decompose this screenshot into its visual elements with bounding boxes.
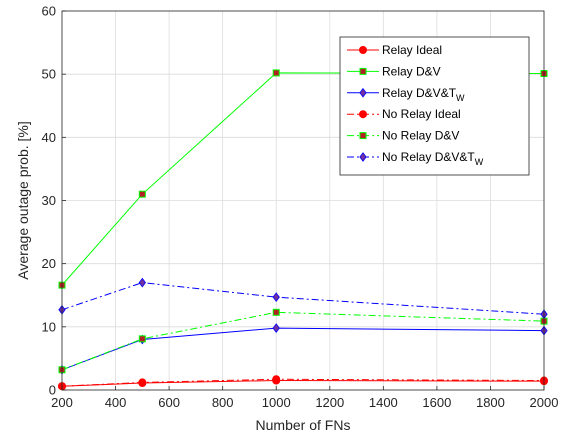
legend-box [339,36,530,176]
legend-label: No Relay D&V [382,129,459,143]
legend-label-subscript: W [456,93,465,103]
legend-label-main: No Relay D&V&T [382,150,475,164]
legend-diamond-marker [359,152,367,162]
legend-label-main: Relay D&V&T [382,86,457,100]
legend-label: Relay Ideal [382,43,442,57]
data-point-diamond-marker [138,277,146,288]
data-point-square-marker [272,69,280,77]
data-point-diamond-marker [272,292,280,303]
legend-label-subscript: W [475,157,484,167]
y-axis-label: Average outage prob. [%] [15,121,31,280]
legend-square-marker [359,132,367,140]
legend-label-main: Relay D&V [382,64,441,78]
legend-label: No Relay Ideal [382,107,461,121]
x-tick-label: 800 [212,395,234,410]
legend-label-main: No Relay D&V [382,129,459,143]
y-tick-label: 50 [42,67,56,82]
series-line [61,282,545,315]
legend-label: No Relay D&V&TW [382,150,484,167]
x-tick-label: 1800 [476,395,505,410]
y-tick-label: 20 [42,256,56,271]
x-tick-label: 1400 [369,395,398,410]
x-tick-label: 200 [51,395,73,410]
x-tick-label: 600 [158,395,180,410]
legend-entry: No Relay D&V&TW [347,150,484,167]
legend-circle-marker [358,110,367,119]
series-line [61,378,545,387]
legend-entry: No Relay Ideal [347,107,461,121]
x-axis-label: Number of FNs [256,417,351,433]
series-line [61,311,545,371]
y-tick-label: 30 [42,193,56,208]
data-point-diamond-marker [272,323,280,333]
series-line [61,327,545,371]
y-tick-label: 40 [42,130,56,145]
data-point-square-marker [138,335,146,343]
x-tick-label: 2000 [530,395,559,410]
data-point-circle-marker [272,375,281,384]
y-tick-label: 0 [49,383,56,398]
x-tick-label: 1600 [422,395,451,410]
y-tick-label: 60 [42,4,56,19]
legend-circle-marker [358,46,367,55]
tick-labels: 200 400 600 800 1000 1200 1400 1600 1800 2000 0 10 2… [42,4,559,411]
x-tick-label: 400 [105,395,127,410]
y-tick-label: 10 [42,319,56,334]
data-point-circle-marker [138,378,147,387]
x-tick-label: 1200 [315,395,344,410]
series-layer [58,69,549,391]
legend-entry: No Relay D&V [347,129,459,143]
x-tick-label: 1000 [262,395,291,410]
legend-entry: Relay D&V&TW [347,86,465,103]
data-point-square-marker [138,190,146,198]
legend-entry: Relay D&V [347,64,441,78]
legend-label-main: No Relay Ideal [382,107,461,121]
legend-label: Relay D&V [382,64,441,78]
legend-entry: Relay Ideal [347,43,442,57]
legend-diamond-marker [359,87,367,98]
data-point-square-marker [272,308,280,316]
legend-label-main: Relay Ideal [382,43,442,57]
legend-square-marker [359,67,367,75]
legend-label: Relay D&V&TW [382,86,465,103]
